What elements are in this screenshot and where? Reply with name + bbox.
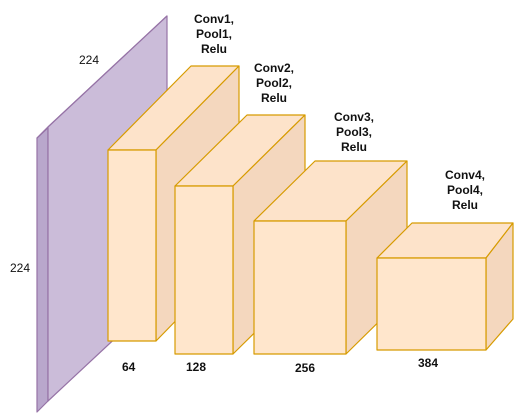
conv-block-3-channels: 256 [295, 361, 316, 375]
conv-block-4-channels: 384 [418, 356, 439, 370]
input-height-label: 224 [10, 261, 31, 275]
input-width-label: 224 [79, 53, 100, 67]
conv-block-4-front [376, 257, 487, 351]
conv-block-3-title: Conv3, Pool3, Relu [333, 110, 374, 154]
conv-block-2-title: Conv2, Pool2, Relu [253, 61, 294, 105]
conv-block-4-title: Conv4, Pool4, Relu [444, 168, 485, 212]
conv-block-1-title: Conv1, Pool1, Relu [193, 12, 234, 56]
conv-block-2-channels: 128 [186, 360, 207, 374]
conv-block-4 [376, 222, 514, 351]
conv-block-1-channels: 64 [122, 360, 136, 374]
conv-block-2-front [174, 185, 234, 355]
conv-block-1-front [107, 149, 157, 342]
conv-block-3-front [253, 220, 347, 355]
conv-block-2 [174, 114, 306, 355]
input-layer-side [36, 126, 49, 413]
